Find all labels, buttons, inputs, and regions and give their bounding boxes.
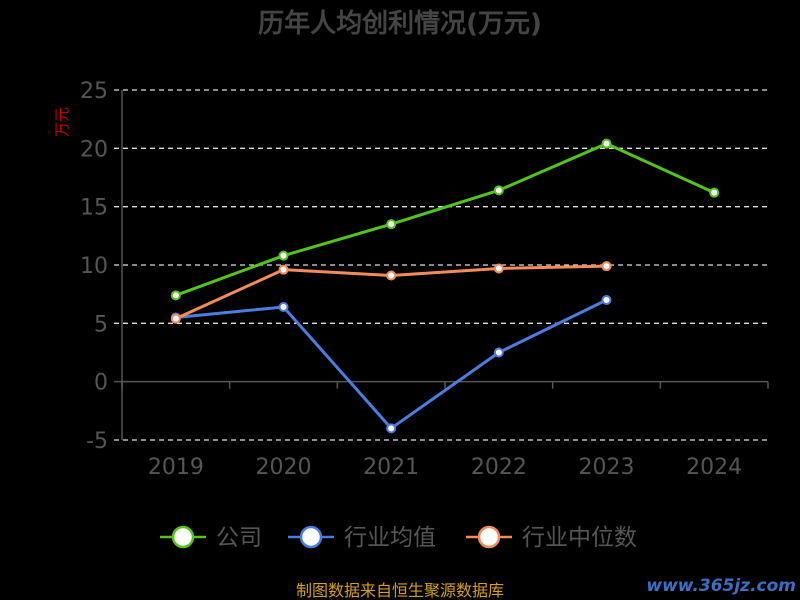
legend-label: 公司 bbox=[216, 525, 262, 551]
data-point bbox=[601, 261, 612, 272]
data-point bbox=[386, 423, 397, 434]
legend-marker bbox=[299, 525, 323, 549]
y-tick-label: 15 bbox=[80, 196, 108, 221]
data-point bbox=[601, 138, 612, 149]
y-tick-label: 25 bbox=[80, 79, 108, 104]
legend-marker bbox=[171, 525, 195, 549]
watermark: www.365jz.com bbox=[646, 576, 796, 596]
data-point bbox=[493, 347, 504, 358]
legend: 公司 行业均值 行业中位数 bbox=[160, 525, 637, 551]
legend-label: 行业中位数 bbox=[522, 525, 637, 551]
y-tick-label: 10 bbox=[80, 254, 108, 279]
series-layer bbox=[170, 138, 720, 434]
source-note: 制图数据来自恒生聚源数据库 bbox=[296, 581, 504, 600]
data-point bbox=[709, 187, 720, 198]
data-point bbox=[170, 290, 181, 301]
legend-marker bbox=[477, 525, 501, 549]
x-tick-label: 2024 bbox=[686, 455, 742, 480]
legend-label: 行业均值 bbox=[344, 525, 436, 551]
data-point bbox=[278, 264, 289, 275]
series-line bbox=[175, 142, 715, 297]
data-point bbox=[493, 185, 504, 196]
y-axis-label: 万元 bbox=[53, 107, 71, 137]
series-line bbox=[175, 298, 608, 430]
x-tick-label: 2021 bbox=[363, 455, 419, 480]
axis-layer: 2019 2020 2021 2022 2023 2024 bbox=[114, 90, 769, 480]
x-tick-label: 2019 bbox=[148, 455, 204, 480]
x-tick-label: 2023 bbox=[579, 455, 635, 480]
data-point bbox=[386, 270, 397, 281]
y-tick-label: 20 bbox=[80, 137, 108, 162]
data-point bbox=[493, 263, 504, 274]
x-tick-label: 2020 bbox=[256, 455, 312, 480]
data-point bbox=[278, 302, 289, 312]
grid-layer: 25 20 15 10 5 0 -5 bbox=[80, 79, 768, 454]
y-tick-label: 0 bbox=[94, 371, 108, 396]
chart-title: 历年人均创利情况(万元) bbox=[258, 8, 542, 39]
y-tick-label: 5 bbox=[94, 312, 108, 337]
data-point bbox=[170, 313, 181, 324]
data-point bbox=[601, 295, 612, 305]
data-point bbox=[278, 250, 289, 261]
x-tick-label: 2022 bbox=[471, 455, 527, 480]
y-tick-label: -5 bbox=[86, 429, 108, 454]
data-point bbox=[386, 219, 397, 230]
